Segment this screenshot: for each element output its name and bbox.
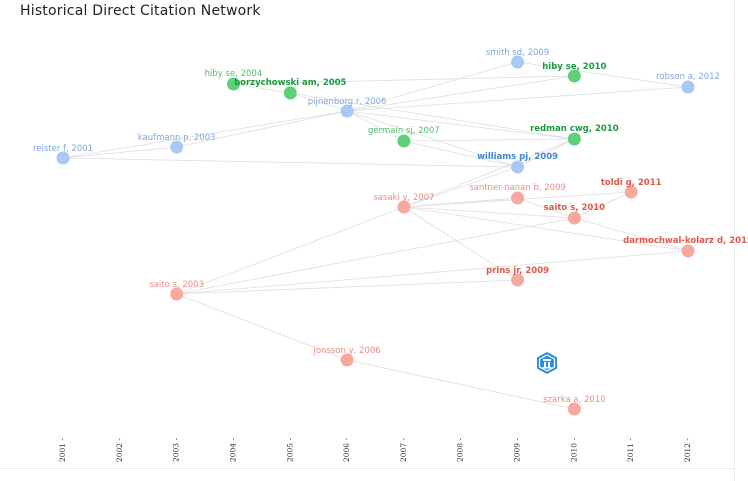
- citation-edge: [176, 250, 689, 295]
- citation-edge: [346, 61, 518, 112]
- paper-label-darmochwal2012: darmochwal-kolarz d, 2012: [623, 236, 748, 246]
- year-tick-label: 2002 -: [115, 438, 124, 462]
- paper-label-sasaki2007: sasaki y, 2007: [373, 193, 434, 203]
- year-axis: 2001 - 2002 - 2003 - 2004 - 2005 - 2006 - 2007…: [58, 438, 692, 462]
- citation-edge: [574, 217, 689, 252]
- bibliometrix-logo-icon: [535, 351, 559, 375]
- bottom-divider: [0, 468, 734, 469]
- citation-edge: [176, 217, 575, 295]
- citation-edge: [347, 359, 575, 410]
- citation-edge: [347, 86, 689, 112]
- paper-label-kaufmann2003: kaufmann p, 2003: [138, 133, 216, 143]
- citation-edge: [574, 191, 632, 219]
- paper-label-hiby2010: hiby se, 2010: [542, 62, 606, 72]
- paper-node-germain2007[interactable]: [397, 134, 411, 148]
- chart-title: Historical Direct Citation Network: [20, 3, 261, 19]
- paper-node-kaufmann2003[interactable]: [170, 140, 184, 154]
- citation-edge: [347, 110, 575, 140]
- citation-edge: [346, 110, 405, 142]
- labels-layer: reister f, 2001 kaufmann p, 2003 hiby se, …: [33, 48, 748, 405]
- paper-node-toldi2011[interactable]: [624, 185, 638, 199]
- citation-edge: [233, 75, 575, 85]
- citation-edge: [517, 138, 575, 168]
- citation-edge: [62, 146, 177, 159]
- paper-node-hiby2004[interactable]: [226, 77, 240, 91]
- citation-edge: [403, 140, 518, 168]
- paper-label-williams2009: williams pj, 2009: [477, 152, 558, 162]
- citation-edge: [233, 83, 291, 94]
- year-tick-label: 2008 -: [456, 438, 465, 462]
- citation-edge: [290, 92, 575, 140]
- citation-edge: [403, 138, 575, 208]
- edges-layer: [62, 61, 689, 410]
- year-tick-label: 2012 -: [683, 438, 692, 462]
- citation-edge: [347, 75, 575, 112]
- paper-node-saito2003[interactable]: [170, 287, 184, 301]
- paper-node-saito2010[interactable]: [567, 211, 581, 225]
- citation-edge: [403, 206, 518, 281]
- paper-node-hiby2010[interactable]: [567, 69, 581, 83]
- paper-label-robson2012: robson a, 2012: [656, 72, 720, 82]
- paper-node-santner2009[interactable]: [511, 191, 525, 205]
- paper-label-hiby2004: hiby se, 2004: [205, 69, 263, 79]
- paper-label-pijnenborg2006: pijnenborg r, 2006: [308, 97, 387, 107]
- paper-label-prins2009: prins jr, 2009: [486, 266, 549, 276]
- citation-edge: [517, 197, 575, 219]
- paper-label-borzychowski2005: borzychowski am, 2005: [234, 78, 346, 88]
- paper-label-germain2007: germain sj, 2007: [368, 126, 440, 136]
- year-tick-label: 2001 -: [58, 438, 67, 462]
- citation-edge: [176, 206, 405, 295]
- paper-label-saito2010: saito s, 2010: [544, 203, 606, 213]
- citation-edge: [403, 206, 689, 252]
- paper-node-robson2012[interactable]: [681, 80, 695, 94]
- paper-label-saito2003: saito s, 2003: [149, 280, 204, 290]
- year-tick-label: 2011 -: [626, 438, 635, 462]
- citation-edge: [517, 61, 689, 88]
- paper-node-redman2010[interactable]: [567, 132, 581, 146]
- year-tick-label: 2006 -: [342, 438, 351, 462]
- paper-label-toldi2011: toldi g, 2011: [601, 178, 662, 188]
- paper-node-szarka2010[interactable]: [567, 402, 581, 416]
- citation-edge: [62, 157, 518, 168]
- year-tick-label: 2003 -: [172, 438, 181, 462]
- paper-label-reister2001: reister f, 2001: [33, 144, 93, 154]
- paper-node-darmochwal2012[interactable]: [681, 244, 695, 258]
- citation-edge: [62, 110, 348, 159]
- paper-node-williams2009[interactable]: [511, 160, 525, 174]
- year-tick-label: 2007 -: [399, 438, 408, 462]
- year-tick-label: 2004 -: [228, 438, 237, 462]
- year-tick-label: 2010 -: [569, 438, 578, 462]
- citation-edge: [403, 138, 575, 142]
- paper-label-szarka2010: szarka a, 2010: [543, 395, 606, 405]
- paper-label-jonsson2006: jonsson y, 2006: [313, 346, 381, 356]
- paper-node-jonsson2006[interactable]: [340, 353, 354, 367]
- paper-node-smith2009[interactable]: [511, 55, 525, 69]
- nodes-layer: [56, 55, 695, 416]
- citation-edge: [346, 110, 518, 168]
- citation-edge: [290, 92, 348, 112]
- year-tick-label: 2005 -: [285, 438, 294, 462]
- citation-edge: [403, 206, 575, 219]
- paper-node-sasaki2007[interactable]: [397, 200, 411, 214]
- citation-edge: [176, 279, 518, 295]
- paper-node-reister2001[interactable]: [56, 151, 70, 165]
- paper-label-redman2010: redman cwg, 2010: [530, 124, 619, 134]
- paper-label-santner2009: santner-nanan b, 2009: [469, 183, 566, 193]
- citation-edge: [176, 293, 348, 361]
- citation-edge: [403, 166, 518, 208]
- paper-node-prins2009[interactable]: [511, 273, 525, 287]
- citation-edge: [176, 110, 348, 148]
- right-divider: [734, 0, 735, 481]
- year-tick-label: 2009 -: [513, 438, 522, 462]
- paper-node-pijnenborg2006[interactable]: [340, 104, 354, 118]
- paper-label-smith2009: smith sd, 2009: [486, 48, 549, 58]
- paper-node-borzychowski2005[interactable]: [283, 86, 297, 100]
